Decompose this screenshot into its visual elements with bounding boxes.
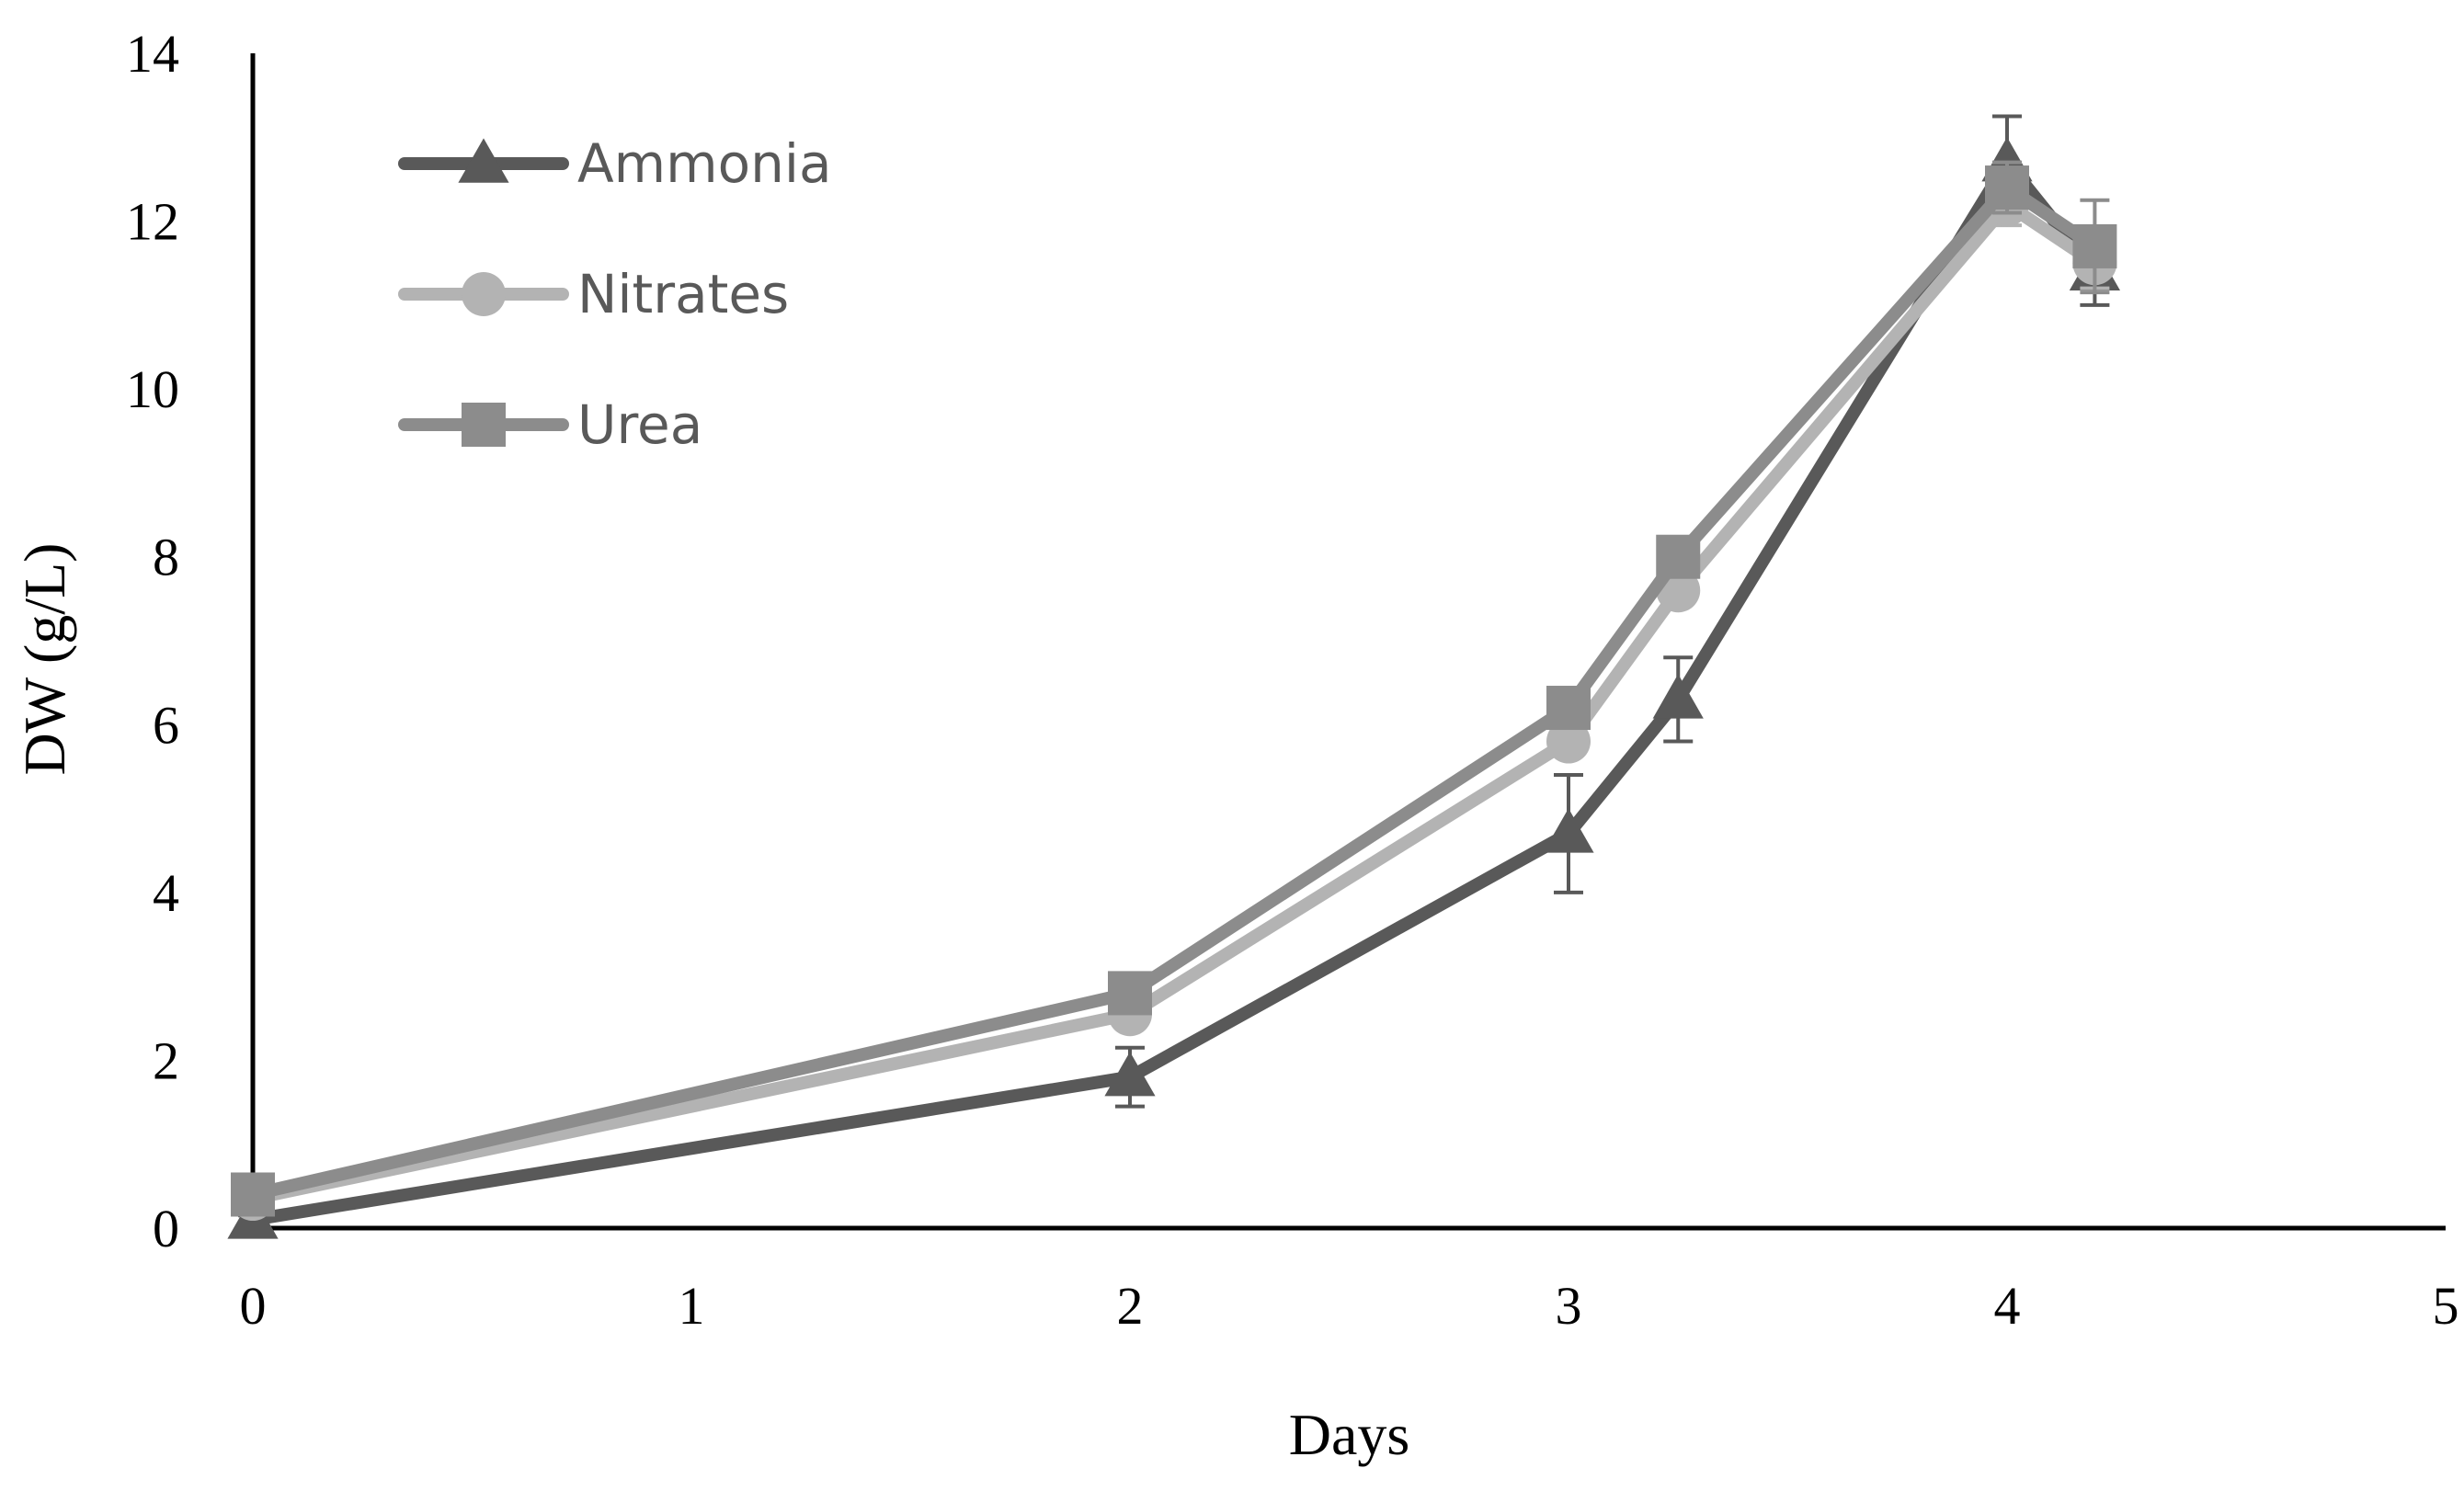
data-point [1108,971,1152,1016]
legend-marker [462,403,506,447]
legend-item-nitrates: Nitrates [398,263,789,325]
x-tick-label: 5 [2433,1276,2459,1336]
x-tick-label: 0 [240,1276,267,1336]
legend-label: Urea [577,393,702,456]
data-point [1985,165,2029,211]
x-tick-label: 4 [1994,1276,2021,1336]
y-tick-label: 10 [126,359,179,419]
data-point [1543,808,1594,853]
legend-label: Ammonia [577,132,832,195]
series-line-urea [246,181,2102,1201]
data-point [2072,223,2117,268]
y-tick-labels: 0 2 4 6 8 10 12 14 [126,24,179,1258]
series-nitrates [231,181,2117,1222]
y-tick-label: 12 [126,192,179,252]
x-tick-label: 3 [1556,1276,1582,1336]
data-point [231,1172,275,1217]
series-line-ammonia [246,155,2102,1226]
data-point [1656,534,1701,579]
x-axis-title: Days [1289,1402,1410,1467]
legend-marker [462,272,506,316]
series-ammonia [227,114,2120,1239]
x-tick-label: 1 [679,1276,705,1336]
x-tick-labels: 0 1 2 3 4 5 [240,1276,2459,1336]
x-tick-label: 2 [1117,1276,1144,1336]
legend-item-urea: Urea [398,393,702,456]
legend-label: Nitrates [577,263,789,325]
y-tick-label: 8 [153,528,179,587]
legend: Ammonia Nitrates Urea [398,132,832,456]
data-point [1546,719,1591,764]
series-layer [227,114,2120,1239]
data-point [1546,686,1591,731]
y-tick-label: 0 [153,1199,179,1258]
series-urea [231,160,2117,1217]
data-point [1652,674,1704,719]
legend-marker [458,138,509,183]
y-tick-label: 14 [126,24,179,84]
legend-item-ammonia: Ammonia [398,132,832,195]
y-tick-label: 6 [153,695,179,755]
y-tick-label: 2 [153,1030,179,1090]
y-axis-title: DW (g/L) [12,543,77,776]
data-point [1104,1052,1156,1097]
axes [250,53,2446,1231]
y-tick-label: 4 [153,863,179,923]
